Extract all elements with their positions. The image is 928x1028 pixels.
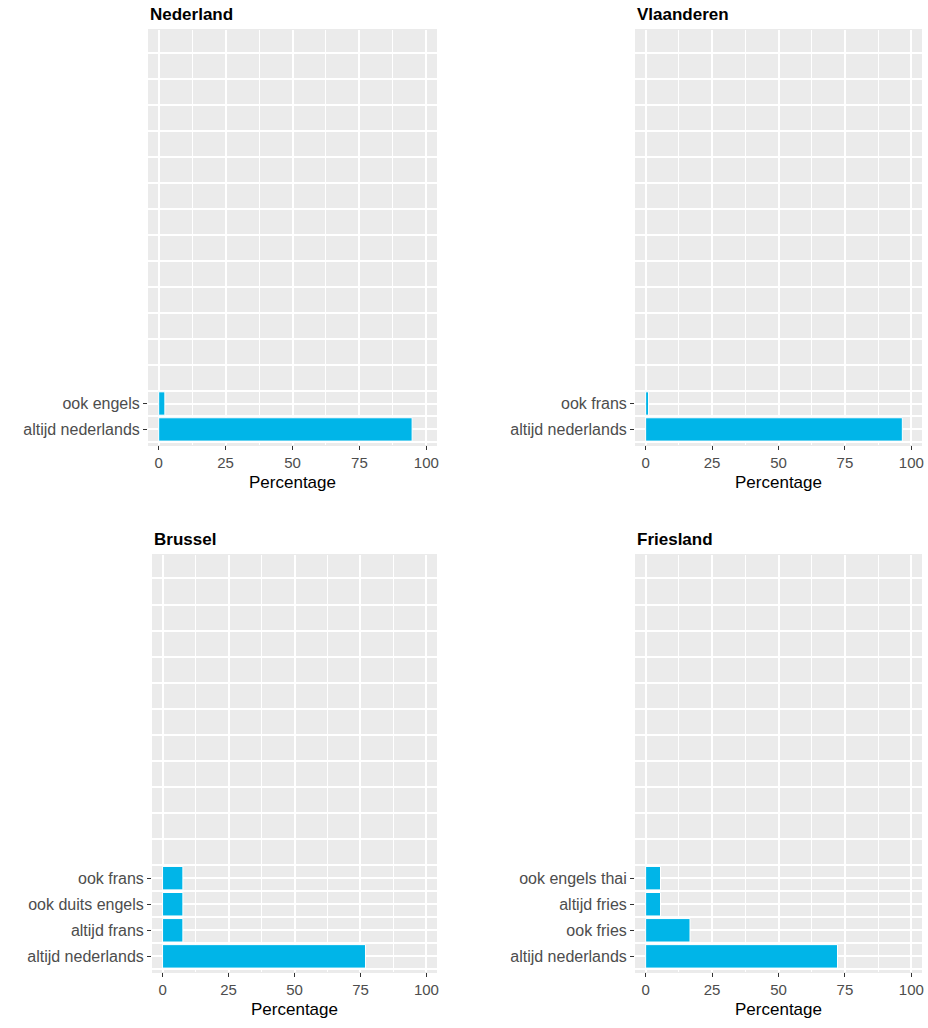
svg-text:25: 25 xyxy=(217,454,234,471)
svg-text:50: 50 xyxy=(770,454,787,471)
svg-text:altijd frans: altijd frans xyxy=(71,922,144,939)
svg-text:Vlaanderen: Vlaanderen xyxy=(637,5,729,24)
svg-text:100: 100 xyxy=(899,454,924,471)
svg-text:75: 75 xyxy=(352,981,369,998)
svg-text:altijd fries: altijd fries xyxy=(559,896,627,913)
svg-text:Nederland: Nederland xyxy=(150,5,233,24)
svg-text:altijd nederlands: altijd nederlands xyxy=(510,948,627,965)
svg-text:Percentage: Percentage xyxy=(735,473,822,492)
svg-text:100: 100 xyxy=(414,454,439,471)
svg-text:0: 0 xyxy=(641,454,649,471)
svg-text:ook engels: ook engels xyxy=(62,395,139,412)
svg-text:0: 0 xyxy=(155,454,163,471)
svg-text:75: 75 xyxy=(351,454,368,471)
svg-text:100: 100 xyxy=(899,981,924,998)
svg-text:0: 0 xyxy=(641,981,649,998)
svg-text:50: 50 xyxy=(770,981,787,998)
svg-text:Percentage: Percentage xyxy=(249,473,336,492)
svg-text:ook engels thai: ook engels thai xyxy=(519,870,627,887)
svg-text:25: 25 xyxy=(704,454,721,471)
svg-text:50: 50 xyxy=(286,981,303,998)
svg-text:Brussel: Brussel xyxy=(154,530,216,549)
svg-text:ook fries: ook fries xyxy=(566,922,626,939)
svg-text:altijd nederlands: altijd nederlands xyxy=(510,421,627,438)
svg-text:25: 25 xyxy=(220,981,237,998)
svg-text:altijd nederlands: altijd nederlands xyxy=(27,948,144,965)
svg-text:Friesland: Friesland xyxy=(637,530,713,549)
svg-text:ook frans: ook frans xyxy=(78,870,144,887)
svg-text:100: 100 xyxy=(414,981,439,998)
svg-text:25: 25 xyxy=(704,981,721,998)
svg-text:75: 75 xyxy=(837,981,854,998)
svg-text:Percentage: Percentage xyxy=(251,1000,338,1019)
svg-text:ook frans: ook frans xyxy=(561,395,627,412)
svg-text:altijd nederlands: altijd nederlands xyxy=(23,421,140,438)
svg-text:0: 0 xyxy=(158,981,166,998)
svg-text:50: 50 xyxy=(284,454,301,471)
svg-text:75: 75 xyxy=(837,454,854,471)
svg-text:ook duits engels: ook duits engels xyxy=(28,896,144,913)
svg-text:Percentage: Percentage xyxy=(735,1000,822,1019)
